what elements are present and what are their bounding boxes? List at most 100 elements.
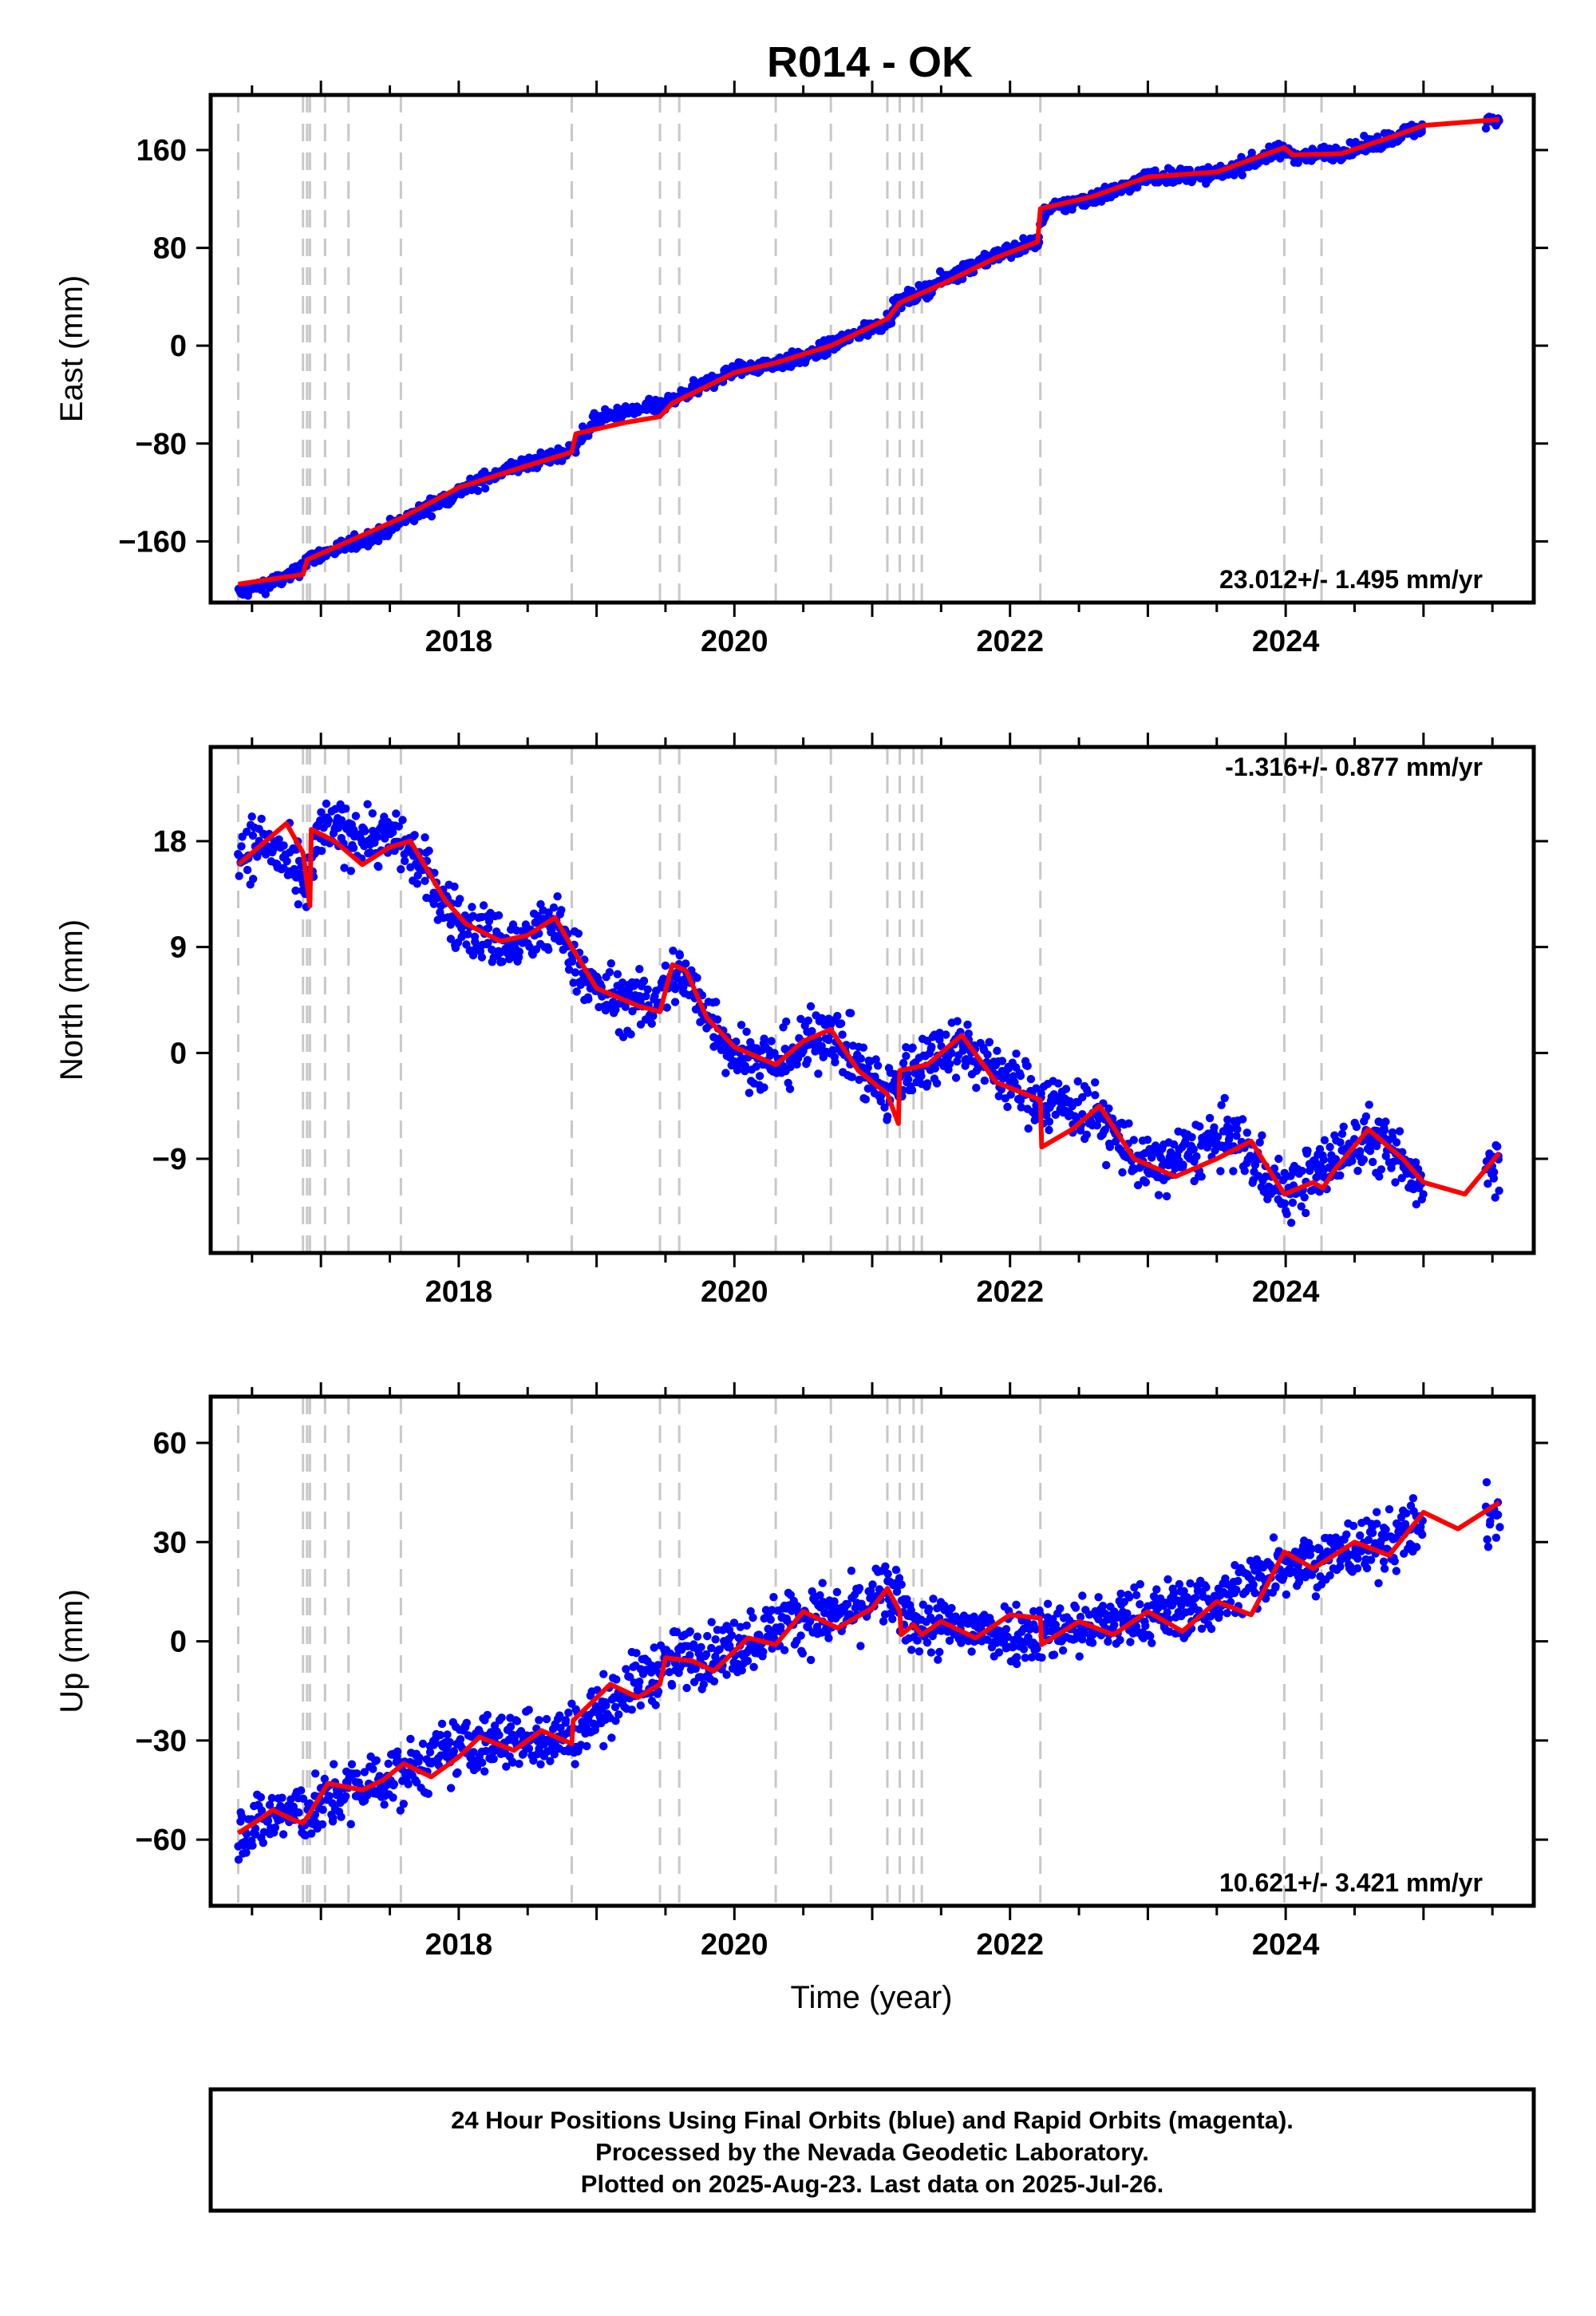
east-data-point xyxy=(1481,124,1491,133)
up-data-point xyxy=(399,1800,408,1808)
up-data-point xyxy=(1493,1510,1503,1520)
up-data-point xyxy=(1495,1523,1504,1531)
up-data-point xyxy=(546,1757,555,1765)
up-data-point xyxy=(328,1817,338,1826)
north-data-point xyxy=(679,982,688,991)
north-data-point xyxy=(401,856,409,866)
north-data-point xyxy=(846,1009,855,1018)
up-data-point xyxy=(360,1768,369,1777)
up-data-point xyxy=(271,1823,280,1832)
up-data-point xyxy=(380,1800,389,1809)
up-data-point xyxy=(798,1649,807,1658)
north-data-point xyxy=(1205,1113,1215,1123)
up-data-point xyxy=(1232,1585,1241,1595)
up-data-point xyxy=(818,1579,827,1587)
north-data-point xyxy=(544,945,553,954)
up-data-point xyxy=(436,1730,445,1740)
up-data-point xyxy=(406,1734,415,1744)
up-data-point xyxy=(967,1647,976,1656)
up-data-point xyxy=(404,1780,413,1788)
north-data-point xyxy=(903,1075,913,1084)
up-model-line xyxy=(236,1500,1501,1836)
up-data-point xyxy=(868,1580,877,1589)
north-data-point xyxy=(621,1002,630,1011)
up-data-point xyxy=(994,1648,1004,1657)
north-data-point xyxy=(1412,1199,1421,1209)
up-data-point xyxy=(1019,1624,1029,1634)
up-data-point xyxy=(1003,1632,1013,1642)
north-data-point xyxy=(880,1103,889,1112)
up-data-point xyxy=(481,1746,491,1756)
up-data-point xyxy=(346,1820,355,1828)
up-data-point xyxy=(786,1591,795,1599)
north-data-point xyxy=(643,985,652,994)
north-data-point xyxy=(693,974,701,982)
north-data-point xyxy=(628,1006,637,1016)
up-data-point xyxy=(1001,1625,1011,1634)
north-data-point xyxy=(1337,1129,1347,1138)
north-data-point xyxy=(942,1030,950,1039)
north-data-point xyxy=(1380,1126,1389,1135)
x-axis-label: Time (year) xyxy=(791,1980,953,2015)
north-x-tick-label: 2024 xyxy=(1252,1275,1320,1309)
up-data-point xyxy=(1408,1494,1418,1503)
north-y-tick-label: 9 xyxy=(170,931,187,965)
north-data-point xyxy=(767,1037,776,1045)
east-y-tick-label: −80 xyxy=(136,428,187,461)
up-data-point xyxy=(1197,1624,1207,1634)
north-data-point xyxy=(421,833,429,842)
east-y-axis-label: East (mm) xyxy=(54,275,89,422)
north-data-point xyxy=(899,1058,908,1068)
north-data-point xyxy=(1286,1219,1296,1227)
east-plot-area xyxy=(234,95,1503,603)
north-data-point xyxy=(741,1061,749,1070)
north-data-point xyxy=(1229,1167,1238,1176)
up-data-point xyxy=(780,1646,789,1654)
north-data-point xyxy=(1250,1160,1259,1169)
up-data-point xyxy=(742,1621,751,1630)
up-data-point xyxy=(1152,1585,1161,1594)
north-data-point xyxy=(1091,1091,1100,1100)
up-data-point xyxy=(1207,1624,1216,1634)
up-data-point xyxy=(1132,1591,1141,1599)
north-data-point xyxy=(413,879,421,888)
up-data-point xyxy=(320,1774,329,1784)
up-data-point xyxy=(1123,1609,1132,1618)
north-data-point xyxy=(1375,1117,1384,1127)
north-data-point xyxy=(1091,1078,1100,1087)
north-data-point xyxy=(721,1069,730,1077)
up-data-point xyxy=(792,1602,802,1611)
north-data-point xyxy=(1073,1077,1082,1086)
north-data-point xyxy=(1141,1178,1151,1187)
up-data-point xyxy=(766,1615,775,1624)
north-data-point xyxy=(606,959,615,968)
north-data-point xyxy=(1493,1142,1502,1151)
north-data-point xyxy=(1353,1166,1362,1176)
up-data-point xyxy=(298,1794,308,1803)
up-data-point xyxy=(1009,1636,1018,1645)
north-data-point xyxy=(1003,1102,1012,1112)
north-data-point xyxy=(1187,1132,1196,1142)
up-data-point xyxy=(1022,1618,1032,1626)
north-data-point xyxy=(477,953,487,962)
up-data-point xyxy=(1149,1592,1159,1601)
north-y-tick-label: −9 xyxy=(152,1143,187,1176)
up-data-point xyxy=(1215,1609,1224,1618)
up-data-point xyxy=(1307,1544,1316,1553)
north-data-point xyxy=(572,987,581,996)
up-data-point xyxy=(393,1747,402,1756)
north-data-point xyxy=(1045,1125,1053,1135)
north-data-point xyxy=(951,1073,961,1082)
north-data-point xyxy=(346,867,355,875)
north-data-point xyxy=(935,1035,944,1045)
north-data-point xyxy=(1166,1148,1175,1157)
north-data-point xyxy=(1233,1124,1242,1134)
up-data-point xyxy=(1392,1567,1401,1575)
north-data-point xyxy=(350,825,358,835)
north-data-point xyxy=(1315,1144,1325,1154)
up-data-point xyxy=(1368,1528,1377,1538)
up-data-point xyxy=(519,1749,528,1758)
up-data-point xyxy=(497,1713,506,1722)
up-x-tick-label: 2024 xyxy=(1252,1928,1320,1962)
